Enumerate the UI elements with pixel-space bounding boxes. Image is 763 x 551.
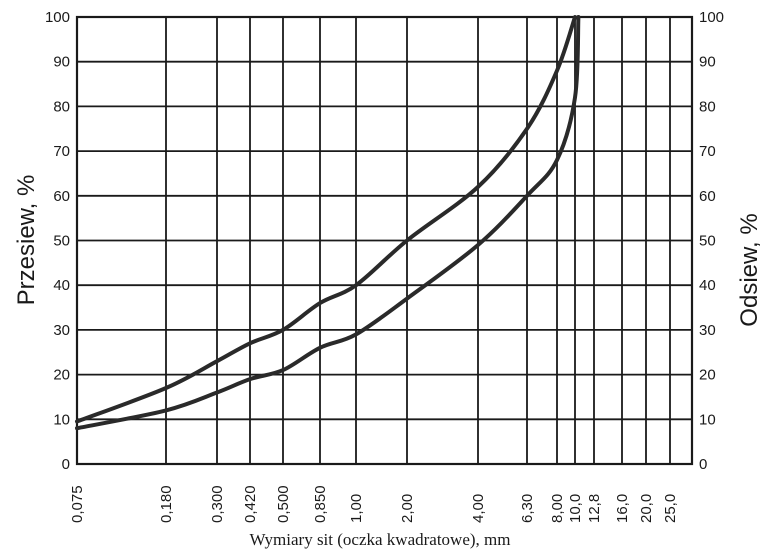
y-tick-left-40: 40: [53, 277, 70, 294]
x-tick-15: 25,0: [662, 494, 679, 523]
x-tick-4: 0,500: [275, 485, 292, 523]
y-tick-left-0: 0: [62, 456, 70, 473]
y-tick-right-40: 40: [699, 277, 716, 294]
x-tick-5: 0,850: [312, 485, 329, 523]
y-tick-left-10: 10: [53, 411, 70, 428]
x-tick-11: 10,0: [567, 494, 584, 523]
y-tick-left-70: 70: [53, 143, 70, 160]
series-layer: [75, 15, 581, 431]
y-tick-right-100: 100: [699, 9, 724, 26]
y-tick-right-70: 70: [699, 143, 716, 160]
x-tick-9: 6,30: [519, 494, 536, 523]
x-tick-14: 20,0: [638, 494, 655, 523]
x-tick-13: 16,0: [614, 494, 631, 523]
x-tick-7: 2,00: [399, 494, 416, 523]
x-tick-0: 0,075: [69, 485, 86, 523]
x-tick-6: 1,00: [348, 494, 365, 523]
x-tick-1: 0,180: [158, 485, 175, 523]
x-axis-title: Wymiary sit (oczka kwadratowe), mm: [250, 530, 511, 549]
y-tick-right-0: 0: [699, 456, 707, 473]
x-tick-2: 0,300: [209, 485, 226, 523]
grid-horizontal-lines: [77, 16, 692, 465]
y-tick-left-80: 80: [53, 98, 70, 115]
x-ticks: 0,075 0,180 0,300 0,420 0,500 0,850 1,00 2,00 4,…: [69, 485, 679, 523]
y-tick-left-60: 60: [53, 188, 70, 205]
series-line-0: [75, 15, 577, 424]
y-tick-right-80: 80: [699, 98, 716, 115]
x-tick-10: 8,00: [549, 494, 566, 523]
y-ticks-left: 0 10 20 30 40 50 60 70 80 90 100: [45, 9, 70, 473]
y-tick-left-20: 20: [53, 367, 70, 384]
y-axis-title-left: Przesiew, %: [13, 175, 40, 306]
plot-frame: [75, 15, 694, 466]
y-tick-right-90: 90: [699, 54, 716, 71]
y-tick-left-50: 50: [53, 233, 70, 250]
y-tick-right-50: 50: [699, 233, 716, 250]
x-tick-12: 12,8: [586, 494, 603, 523]
y-ticks-right: 0 10 20 30 40 50 60 70 80 90 100: [699, 9, 724, 473]
y-tick-right-20: 20: [699, 367, 716, 384]
y-tick-left-100: 100: [45, 9, 70, 26]
x-tick-8: 4,00: [470, 494, 487, 523]
series-line-1: [75, 15, 581, 431]
y-tick-left-90: 90: [53, 54, 70, 71]
y-axis-title-right: Odsiew, %: [736, 213, 763, 326]
y-tick-right-10: 10: [699, 411, 716, 428]
y-tick-left-30: 30: [53, 322, 70, 339]
y-tick-right-60: 60: [699, 188, 716, 205]
y-tick-right-30: 30: [699, 322, 716, 339]
x-tick-3: 0,420: [242, 485, 259, 523]
